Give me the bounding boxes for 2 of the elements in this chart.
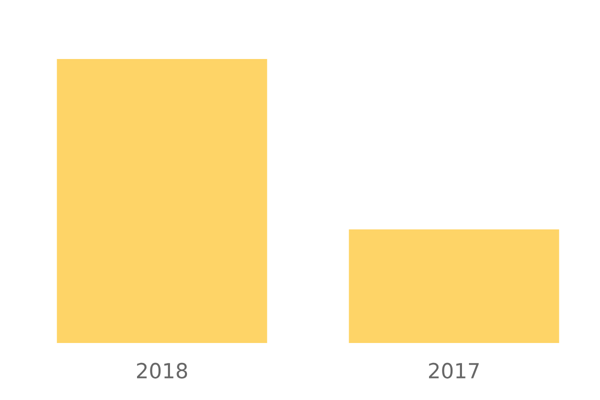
x-tick-label: 2017 <box>429 362 479 379</box>
x-tick-label: 2018 <box>137 362 188 379</box>
